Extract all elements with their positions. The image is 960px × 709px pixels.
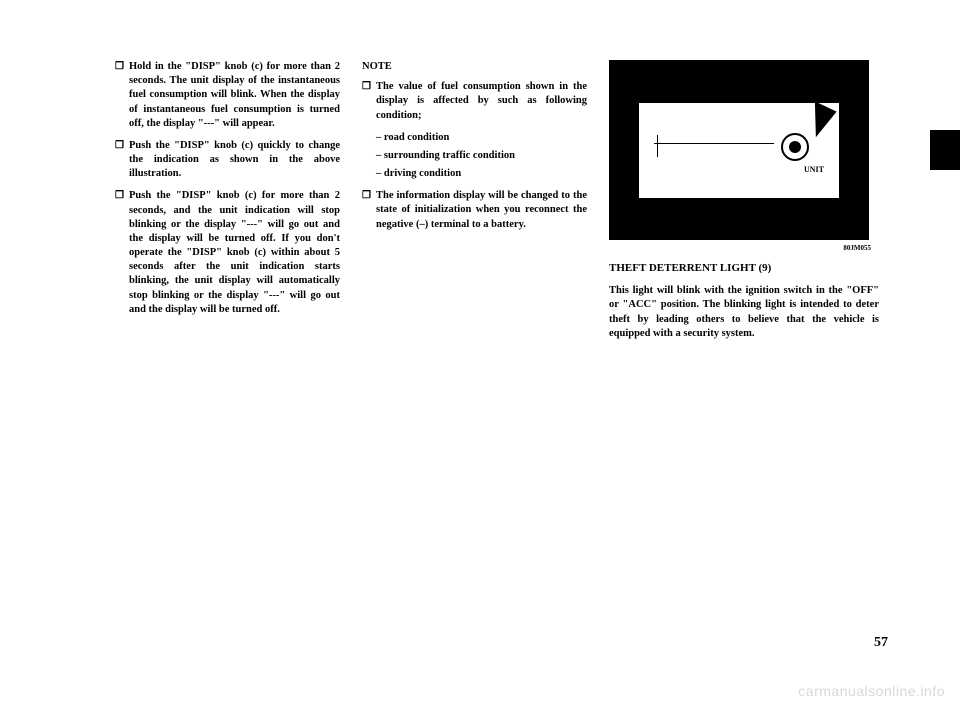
figure-illustration: UNIT (639, 103, 839, 198)
sub-item: – road condition (376, 131, 587, 145)
bullet-item: ❐ Push the "DISP" knob (c) quickly to ch… (115, 139, 340, 182)
arrow-icon (801, 101, 836, 140)
body-text: This light will blink with the ignition … (609, 284, 879, 341)
column-3: UNIT 80JM055 THEFT DETERRENT LIGHT (9) T… (609, 60, 879, 349)
column-2: NOTE ❐ The value of fuel consumption sho… (362, 60, 587, 349)
page-number: 57 (874, 635, 888, 651)
column-1: ❐ Hold in the "DISP" knob (c) for more t… (115, 60, 340, 349)
bullet-text: Hold in the "DISP" knob (c) for more tha… (129, 60, 340, 131)
bullet-marker: ❐ (362, 189, 376, 232)
bullet-marker: ❐ (115, 139, 129, 182)
light-dot-icon (789, 141, 801, 153)
bullet-marker: ❐ (115, 189, 129, 317)
bullet-item: ❐ The value of fuel consumption shown in… (362, 80, 587, 123)
section-heading: THEFT DETERRENT LIGHT (9) (609, 261, 879, 276)
bullet-text: Push the "DISP" knob (c) for more than 2… (129, 189, 340, 317)
bullet-text: Push the "DISP" knob (c) quickly to chan… (129, 139, 340, 182)
figure-line (654, 143, 774, 144)
bullet-marker: ❐ (362, 80, 376, 123)
page-content: ❐ Hold in the "DISP" knob (c) for more t… (0, 0, 960, 389)
side-tab (930, 130, 960, 170)
bullet-text: The information display will be changed … (376, 189, 587, 232)
unit-label: UNIT (804, 165, 824, 176)
figure-box: UNIT (609, 60, 869, 240)
bullet-text: The value of fuel consumption shown in t… (376, 80, 587, 123)
bullet-marker: ❐ (115, 60, 129, 131)
sub-item: – driving condition (376, 167, 587, 181)
bullet-item: ❐ The information display will be change… (362, 189, 587, 232)
bullet-item: ❐ Push the "DISP" knob (c) for more than… (115, 189, 340, 317)
figure-caption: 80JM055 (609, 244, 879, 253)
note-heading: NOTE (362, 60, 587, 74)
sub-item: – surrounding traffic condition (376, 149, 587, 163)
watermark: carmanualsonline.info (798, 683, 945, 699)
figure-line-vertical (657, 135, 658, 157)
bullet-item: ❐ Hold in the "DISP" knob (c) for more t… (115, 60, 340, 131)
